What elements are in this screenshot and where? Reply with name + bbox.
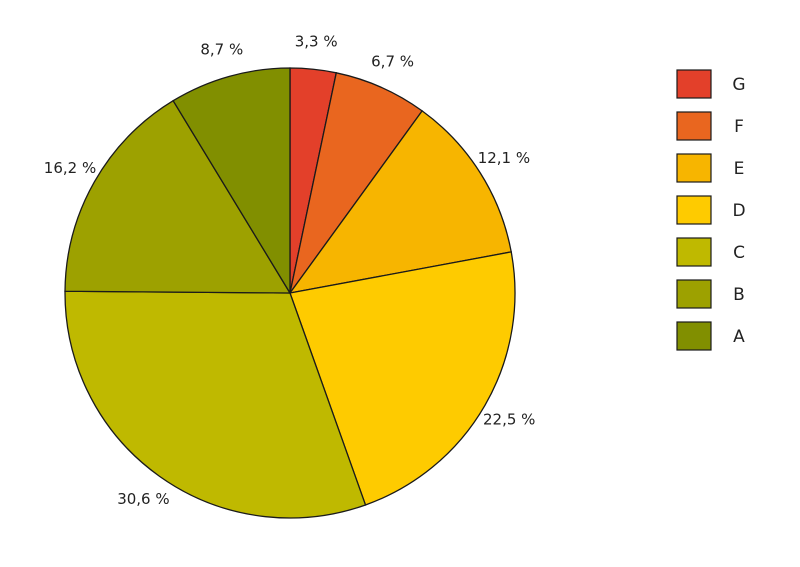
pie-slices [64,67,516,519]
legend-label-g: G [732,75,745,95]
legend-swatch-c [676,237,712,267]
legend-label-c: C [733,243,745,263]
legend-label-b: B [733,285,745,305]
data-label-a: 8,7 % [200,40,243,58]
pie-slice-e [288,109,512,294]
legend-swatch-g [676,69,712,99]
legend-swatch-d [676,195,712,225]
pie-slice-d [289,251,516,506]
legend-swatch-b [676,279,712,309]
legend-label-d: D [732,201,745,221]
data-label-f: 6,7 % [371,53,414,71]
pie-slice-a [172,67,291,296]
pie-slice-c [64,290,367,519]
data-label-c: 30,6 % [117,490,169,508]
legend: G F E D C B A [676,69,746,351]
data-label-b: 16,2 % [44,159,96,177]
legend-label-e: E [734,159,745,179]
data-label-d: 22,5 % [483,410,535,428]
legend-label-f: F [734,117,744,137]
legend-label-a: A [733,327,745,347]
data-label-e: 12,1 % [478,149,530,167]
legend-swatch-a [676,321,712,351]
legend-swatch-f [676,111,712,141]
pie-slice-b [64,99,292,294]
legend-swatch-e [676,153,712,183]
data-label-g: 3,3 % [295,32,338,50]
pie-data-labels: 3,3 % 6,7 % 12,1 % 22,5 % 30,6 % 16,2 % 8,7 % [44,32,536,508]
